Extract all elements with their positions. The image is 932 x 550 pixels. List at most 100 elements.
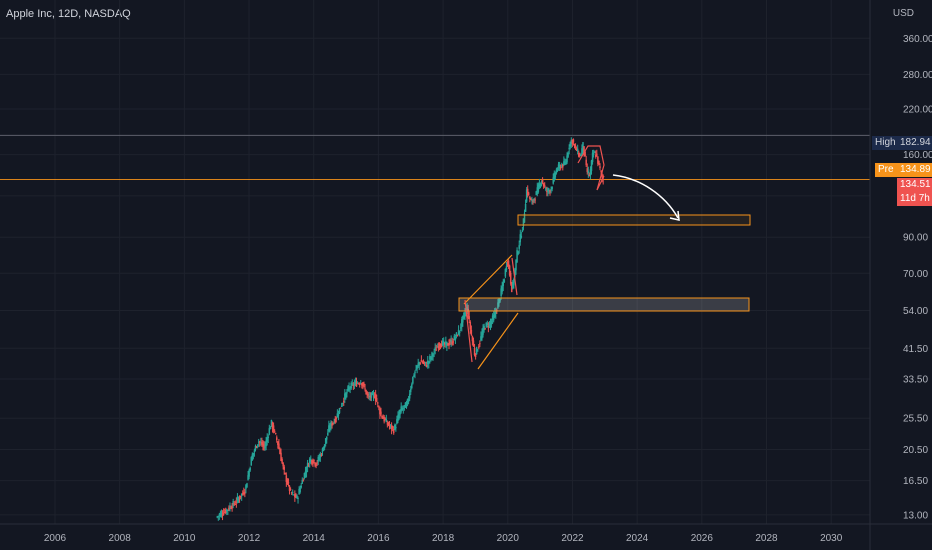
candle-body xyxy=(486,323,489,325)
candle-body xyxy=(438,343,441,346)
candle-body xyxy=(592,153,595,155)
candle-body xyxy=(289,488,292,490)
red-top-pattern[interactable] xyxy=(577,145,605,191)
candle-body xyxy=(448,342,450,346)
candle-body xyxy=(529,196,531,199)
candle-body xyxy=(519,234,522,243)
candle-body xyxy=(230,507,232,509)
y-tick-label: 33.50 xyxy=(903,375,928,386)
candle-body xyxy=(541,179,544,184)
candle-body xyxy=(279,449,281,455)
candle-body xyxy=(595,154,597,157)
candle-body xyxy=(422,361,425,364)
candle-body xyxy=(506,262,509,264)
candle-body xyxy=(360,383,362,385)
candle-body xyxy=(423,361,426,363)
red-pattern-right[interactable] xyxy=(511,257,518,296)
candle-body xyxy=(240,493,243,496)
candle-body xyxy=(357,383,360,385)
candle-body xyxy=(322,450,325,452)
pattern-line-upper[interactable] xyxy=(463,254,513,305)
candle-body xyxy=(444,343,446,345)
candle-body xyxy=(318,457,321,461)
candle-body xyxy=(480,336,482,341)
candle-body xyxy=(283,466,285,470)
candle-body xyxy=(291,492,294,494)
candle-body xyxy=(531,199,533,202)
candle-body xyxy=(323,444,326,448)
candle-body xyxy=(328,425,330,432)
candle-body xyxy=(218,514,221,516)
candle-body xyxy=(249,467,251,471)
candle-body xyxy=(433,351,435,353)
candle-body xyxy=(516,250,518,263)
candle-body xyxy=(446,341,448,347)
candle-body xyxy=(373,396,376,398)
y-tick-label: 280.00 xyxy=(903,70,932,81)
candle-body xyxy=(571,139,574,144)
candle-body xyxy=(525,189,528,202)
candle-body xyxy=(278,443,280,449)
candle-body xyxy=(239,495,242,498)
candle-body xyxy=(274,433,277,435)
candle-body xyxy=(257,441,260,443)
y-tick-label: 16.50 xyxy=(903,476,928,487)
candle-body xyxy=(553,172,556,180)
support-zone-lower[interactable] xyxy=(458,297,750,312)
candle-body xyxy=(255,446,258,448)
candle-body xyxy=(543,185,546,187)
candle-body xyxy=(371,392,374,395)
candle-body xyxy=(286,479,289,485)
candle-body xyxy=(290,492,293,494)
candle-body xyxy=(405,403,408,408)
high-tag-label: High xyxy=(872,136,899,150)
candle-body xyxy=(573,144,576,146)
candle-body xyxy=(507,260,510,267)
candle-body xyxy=(281,458,283,463)
candle-body xyxy=(430,357,432,360)
candle-body xyxy=(580,154,582,157)
candle-body xyxy=(559,167,562,169)
candle-body xyxy=(389,424,392,426)
candle-body xyxy=(415,369,417,371)
candle-body xyxy=(350,382,352,389)
candle-body xyxy=(233,503,235,505)
x-tick-label: 2024 xyxy=(626,533,649,544)
red-pattern-left[interactable] xyxy=(464,299,473,363)
candle-body xyxy=(222,512,225,515)
candle-body xyxy=(358,383,361,386)
projection-arrow-head xyxy=(669,210,680,221)
currency-label: USD xyxy=(892,8,914,19)
candle-body xyxy=(332,422,334,424)
candle-body xyxy=(427,360,429,365)
candle-body xyxy=(241,493,244,495)
candle-body xyxy=(509,272,512,284)
candle-body xyxy=(503,279,506,283)
candle-body xyxy=(386,423,389,425)
drawings[interactable] xyxy=(458,145,751,370)
candle-body xyxy=(452,341,455,343)
candle-body xyxy=(548,189,550,191)
candle-body xyxy=(564,162,566,164)
x-tick-label: 2020 xyxy=(497,533,520,544)
candle-body xyxy=(500,288,502,296)
candle-body xyxy=(408,393,411,399)
candle-body xyxy=(336,413,339,418)
candle-body xyxy=(557,164,560,168)
candle-body xyxy=(339,407,342,409)
x-tick-label: 2026 xyxy=(691,533,714,544)
pattern-line-lower[interactable] xyxy=(477,312,519,370)
resistance-zone-upper[interactable] xyxy=(517,214,751,226)
candle-body xyxy=(558,164,561,169)
candle-body xyxy=(478,346,480,348)
candle-body xyxy=(445,341,447,345)
candle-body xyxy=(504,268,507,277)
candle-body xyxy=(353,383,356,386)
candle-body xyxy=(579,154,581,156)
candle-body xyxy=(317,456,319,462)
pre-tag-value: 134.89 xyxy=(897,163,932,177)
projection-arrow[interactable] xyxy=(612,174,679,219)
candle-body xyxy=(437,346,440,349)
